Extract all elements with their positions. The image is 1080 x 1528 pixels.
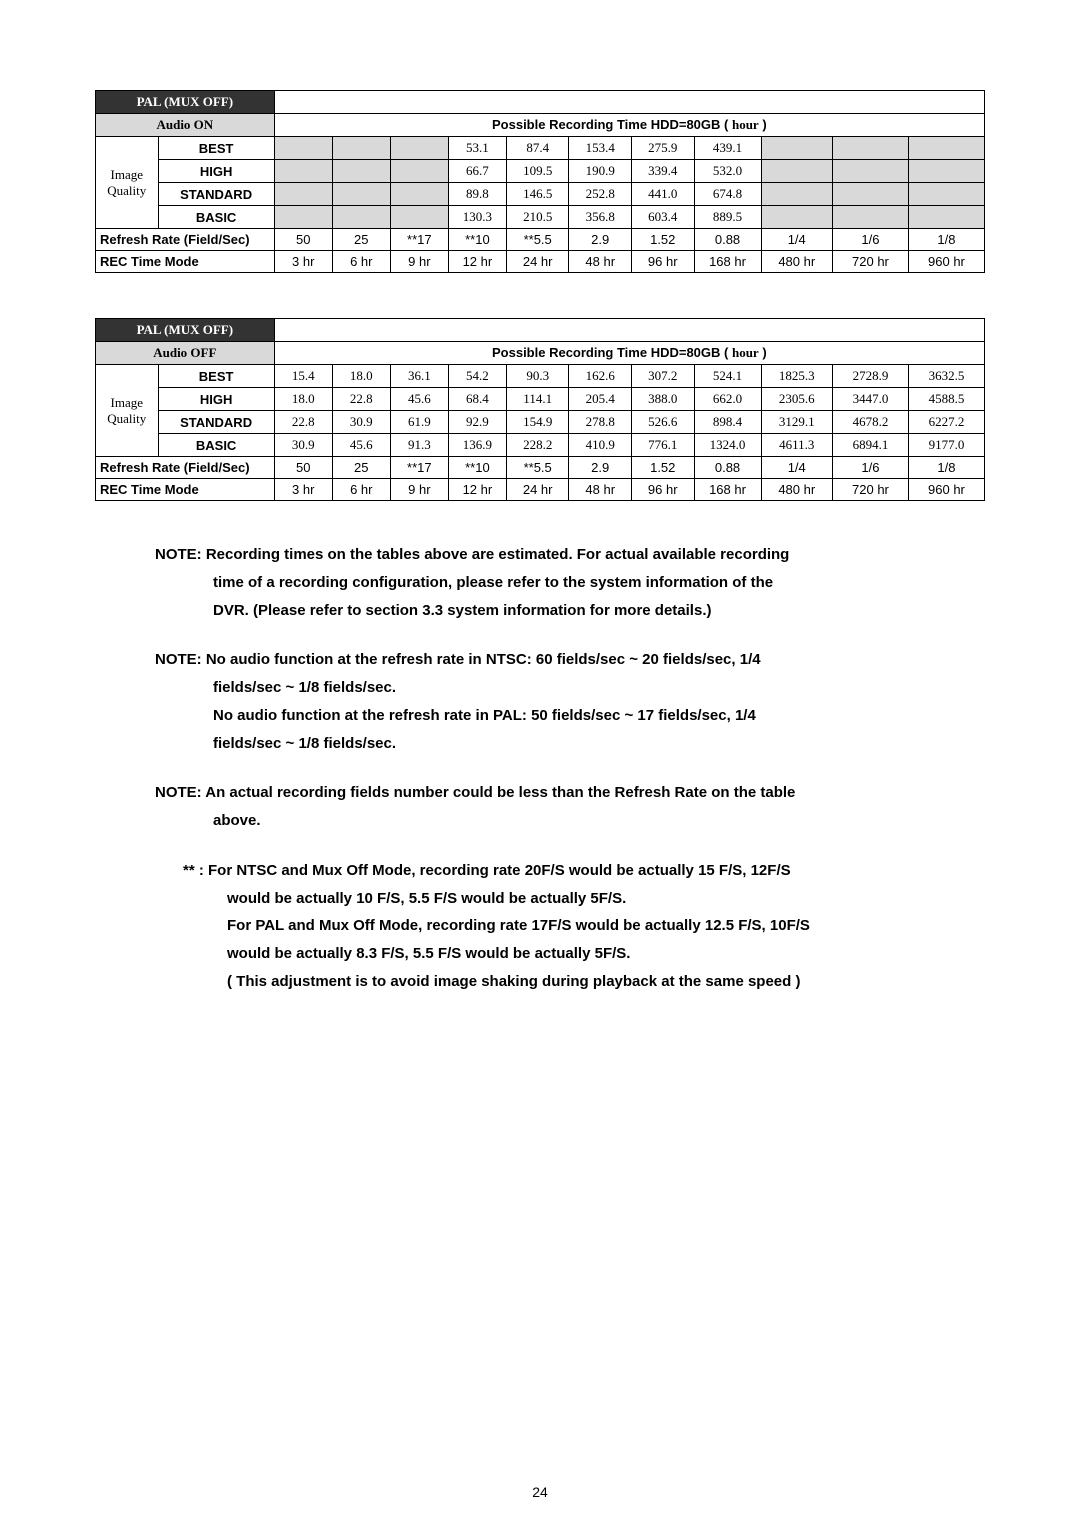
- table-pal-audio-on: PAL (MUX OFF) Audio ON Possible Recordin…: [95, 90, 985, 273]
- note-line: would be actually 10 F/S, 5.5 F/S would …: [227, 890, 626, 907]
- possible-recording-header: Possible Recording Time HDD=80GB ( hour …: [274, 114, 984, 137]
- note-line: ** : For NTSC and Mux Off Mode, recordin…: [183, 862, 791, 879]
- possible-text: Possible Recording Time HDD=80GB (: [492, 117, 732, 132]
- page-number: 24: [0, 1484, 1080, 1500]
- table-row: Image Quality BEST 53.1 87.4 153.4 275.9…: [96, 137, 985, 160]
- possible-unit: hour: [732, 117, 759, 132]
- header-audio: Audio OFF: [96, 342, 275, 365]
- table-row: PAL (MUX OFF): [96, 319, 985, 342]
- table-row: STANDARD 89.8 146.5 252.8 441.0 674.8: [96, 183, 985, 206]
- quality-high: HIGH: [158, 388, 274, 411]
- table-row: Audio OFF Possible Recording Time HDD=80…: [96, 342, 985, 365]
- table-row: REC Time Mode 3 hr 6 hr 9 hr 12 hr 24 hr…: [96, 251, 985, 273]
- image-quality-label: Image Quality: [96, 137, 159, 229]
- table-row: HIGH 18.0 22.8 45.6 68.4 114.1 205.4 388…: [96, 388, 985, 411]
- quality-standard: STANDARD: [158, 183, 274, 206]
- note-2: NOTE: No audio function at the refresh r…: [155, 646, 945, 757]
- table-row: STANDARD 22.8 30.9 61.9 92.9 154.9 278.8…: [96, 411, 985, 434]
- table-row: Audio ON Possible Recording Time HDD=80G…: [96, 114, 985, 137]
- table-row: Image Quality BEST 15.4 18.0 36.1 54.2 9…: [96, 365, 985, 388]
- quality-high: HIGH: [158, 160, 274, 183]
- possible-recording-header: Possible Recording Time HDD=80GB ( hour …: [274, 342, 984, 365]
- header-pal: PAL (MUX OFF): [96, 319, 275, 342]
- quality-best: BEST: [158, 137, 274, 160]
- table-row: Refresh Rate (Field/Sec) 50 25 **17 **10…: [96, 229, 985, 251]
- quality-best: BEST: [158, 365, 274, 388]
- rec-time-mode-label: REC Time Mode: [96, 479, 275, 501]
- page: PAL (MUX OFF) Audio ON Possible Recordin…: [0, 0, 1080, 1528]
- note-line: fields/sec ~ 1/8 fields/sec.: [213, 735, 396, 752]
- quality-basic: BASIC: [158, 206, 274, 229]
- note-line: DVR. (Please refer to section 3.3 system…: [213, 602, 711, 619]
- note-star: ** : For NTSC and Mux Off Mode, recordin…: [155, 857, 945, 996]
- table-row: HIGH 66.7 109.5 190.9 339.4 532.0: [96, 160, 985, 183]
- quality-basic: BASIC: [158, 434, 274, 457]
- table-row: PAL (MUX OFF): [96, 91, 985, 114]
- rec-time-mode-label: REC Time Mode: [96, 251, 275, 273]
- header-audio: Audio ON: [96, 114, 275, 137]
- refresh-rate-label: Refresh Rate (Field/Sec): [96, 457, 275, 479]
- note-line: No audio function at the refresh rate in…: [213, 707, 756, 724]
- possible-tail: ): [759, 345, 767, 360]
- note-line: would be actually 8.3 F/S, 5.5 F/S would…: [227, 945, 630, 962]
- note-line: NOTE: An actual recording fields number …: [155, 784, 795, 801]
- table-row: Refresh Rate (Field/Sec) 50 25 **17 **10…: [96, 457, 985, 479]
- table-row: REC Time Mode 3 hr 6 hr 9 hr 12 hr 24 hr…: [96, 479, 985, 501]
- table-row: BASIC 130.3 210.5 356.8 603.4 889.5: [96, 206, 985, 229]
- note-line: time of a recording configuration, pleas…: [213, 574, 773, 591]
- note-line: NOTE: Recording times on the tables abov…: [155, 546, 789, 563]
- note-line: NOTE: No audio function at the refresh r…: [155, 651, 761, 668]
- notes-section: NOTE: Recording times on the tables abov…: [95, 541, 985, 996]
- image-quality-label: Image Quality: [96, 365, 159, 457]
- quality-standard: STANDARD: [158, 411, 274, 434]
- note-line: fields/sec ~ 1/8 fields/sec.: [213, 679, 396, 696]
- note-3: NOTE: An actual recording fields number …: [155, 779, 945, 835]
- note-line: above.: [213, 812, 261, 829]
- table-pal-audio-off: PAL (MUX OFF) Audio OFF Possible Recordi…: [95, 318, 985, 501]
- note-line: ( This adjustment is to avoid image shak…: [227, 973, 800, 990]
- possible-unit: hour: [732, 345, 759, 360]
- table-row: BASIC 30.9 45.6 91.3 136.9 228.2 410.9 7…: [96, 434, 985, 457]
- header-pal: PAL (MUX OFF): [96, 91, 275, 114]
- possible-text: Possible Recording Time HDD=80GB (: [492, 345, 732, 360]
- note-line: For PAL and Mux Off Mode, recording rate…: [227, 917, 810, 934]
- refresh-rate-label: Refresh Rate (Field/Sec): [96, 229, 275, 251]
- note-1: NOTE: Recording times on the tables abov…: [155, 541, 945, 624]
- possible-tail: ): [759, 117, 767, 132]
